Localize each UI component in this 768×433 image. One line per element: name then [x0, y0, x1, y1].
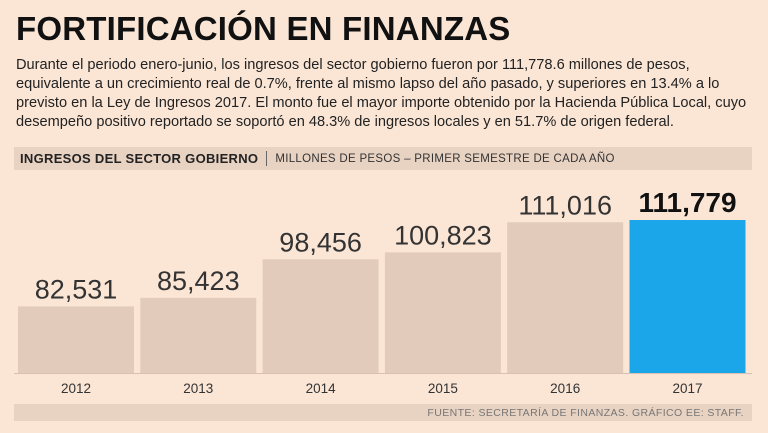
bar-2015 — [384, 252, 501, 373]
value-label-2015: 100,823 — [394, 220, 492, 250]
chart-header-bar: INGRESOS DEL SECTOR GOBIERNO MILLONES DE… — [14, 147, 752, 170]
bar-2017 — [629, 220, 746, 373]
bar-2012 — [18, 306, 134, 373]
value-label-2013: 85,423 — [157, 266, 240, 296]
value-label-2014: 98,456 — [279, 227, 362, 257]
bar-2016 — [507, 222, 624, 373]
category-label-2014: 2014 — [306, 381, 337, 396]
page-title: FORTIFICACIÓN EN FINANZAS — [16, 10, 511, 47]
value-label-2012: 82,531 — [35, 274, 118, 304]
category-label-2012: 2012 — [61, 381, 91, 396]
category-label-2015: 2015 — [428, 381, 458, 396]
description-text: Durante el periodo enero-junio, los ingr… — [16, 57, 747, 130]
category-label-2016: 2016 — [550, 381, 580, 396]
source-bar: FUENTE: SECRETARÍA DE FINANZAS. GRÁFICO … — [14, 404, 752, 421]
category-label-2017: 2017 — [672, 381, 702, 396]
chart-subtitle: MILLONES DE PESOS – PRIMER SEMESTRE DE C… — [275, 152, 615, 165]
bar-2013 — [140, 297, 257, 373]
source-note: FUENTE: SECRETARÍA DE FINANZAS. GRÁFICO … — [427, 406, 744, 419]
value-label-2016: 111,016 — [518, 190, 612, 220]
header-divider — [266, 151, 268, 166]
category-label-2013: 2013 — [183, 381, 213, 396]
value-label-2017: 111,779 — [638, 187, 736, 218]
bar-2014 — [262, 259, 379, 373]
chart-title: INGRESOS DEL SECTOR GOBIERNO — [20, 151, 259, 166]
